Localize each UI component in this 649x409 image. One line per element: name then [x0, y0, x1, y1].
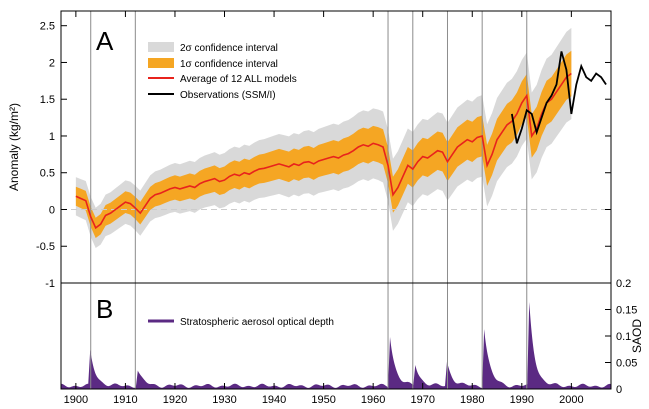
legend-swatch-1sigma	[148, 58, 174, 68]
x-axis: 1900 1910 1920 1930 1940 1950 1960 1970 1980 1990…	[64, 11, 584, 406]
legend-label-observations: Observations (SSM/I)	[180, 90, 276, 101]
model-mean-line	[75, 72, 572, 230]
y-axis-a: -1 -0.5 0 0.5 1 1.5 2 2.5	[36, 21, 611, 290]
y-tick-label-a-4: 1	[49, 131, 55, 143]
y-tick-label-a-5: 1.5	[40, 94, 55, 106]
y-tick-label-b-0: 0	[616, 384, 622, 396]
panel-b: 0 0.05 0.1 0.15 0.2 1900 1910 1920 1930 1940 1950…	[60, 11, 644, 406]
legend-label-1sigma: 1σ confidence interval	[180, 59, 278, 70]
x-tick-label-5: 1950	[311, 394, 335, 406]
x-tick-label-8: 1980	[460, 394, 484, 406]
legend-a: 2σ confidence interval 1σ confidence int…	[148, 42, 297, 101]
y-tick-label-a-0: -1	[45, 278, 55, 290]
y-tick-label-a-1: -0.5	[36, 241, 55, 253]
x-tick-label-7: 1970	[410, 394, 434, 406]
x-tick-label-0: 1900	[64, 394, 88, 406]
event-lines-b	[90, 283, 528, 389]
y-axis-b: 0 0.05 0.1 0.15 0.2	[605, 278, 637, 396]
legend-label-saod: Stratospheric aerosol optical depth	[180, 317, 334, 328]
x-tick-label-2: 1920	[163, 394, 187, 406]
y-axis-label-a: Anomaly (kg/m²)	[7, 103, 21, 191]
y-tick-label-a-3: 0.5	[40, 168, 55, 180]
y-tick-label-b-2: 0.1	[616, 331, 631, 343]
panel-label-a: A	[96, 26, 114, 56]
panel-a: -1 -0.5 0 0.5 1 1.5 2 2.5 Anomaly (kg/m²) A 2σ …	[7, 10, 612, 290]
x-tick-label-1: 1910	[113, 394, 137, 406]
one-sigma-band	[75, 50, 572, 238]
x-tick-label-9: 1990	[510, 394, 534, 406]
observations-line	[511, 51, 607, 144]
x-tick-label-3: 1930	[212, 394, 236, 406]
saod-area	[61, 301, 611, 389]
y-tick-label-a-7: 2.5	[40, 21, 55, 33]
panel-label-b: B	[96, 294, 113, 324]
legend-swatch-2sigma	[148, 42, 174, 52]
x-tick-label-10: 2000	[559, 394, 583, 406]
y-axis-label-b: SAOD	[630, 319, 644, 353]
y-tick-label-a-2: 0	[49, 204, 55, 216]
legend-label-model: Average of 12 ALL models	[180, 74, 297, 85]
y-tick-label-b-3: 0.15	[616, 305, 637, 317]
x-tick-label-6: 1960	[361, 394, 385, 406]
y-tick-label-b-4: 0.2	[616, 278, 631, 290]
y-tick-label-a-6: 2	[49, 57, 55, 69]
y-tick-label-b-1: 0.05	[616, 358, 637, 370]
x-tick-label-4: 1940	[262, 394, 286, 406]
legend-label-2sigma: 2σ confidence interval	[180, 43, 278, 54]
event-lines	[90, 11, 528, 283]
